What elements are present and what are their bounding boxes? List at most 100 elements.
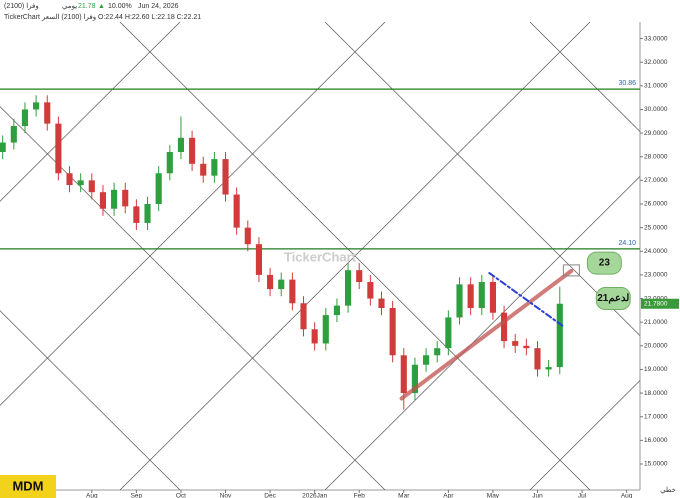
candle-body [21,109,29,126]
candle-body [33,102,40,110]
target-box [562,264,580,277]
candle-body [423,355,430,365]
candle-body [166,152,173,174]
candle-body [445,317,452,349]
y-tick-label: 23.0000 [644,272,668,279]
y-tick-label: 33.0000 [644,35,668,42]
candle-body [10,126,17,143]
x-tick-label: Oct [176,493,186,498]
callout [595,287,631,311]
badge-box [0,475,56,498]
trend-line [399,268,574,401]
candle-body [55,123,62,174]
header-period: يومي [62,3,77,10]
diagonal-guide [119,22,591,490]
candle-body [333,305,340,316]
x-tick-label: May [487,493,500,498]
header-symbol: وفرا (2100) [4,2,39,10]
candle-body [389,308,396,356]
callout [586,251,622,275]
diagonal-guide [529,22,640,133]
candle-body [456,284,463,318]
level-label: 24.10 [618,240,636,247]
y-tick-label: 30.0000 [644,106,668,113]
candle-body [345,270,352,306]
candle-body [278,279,285,290]
header-change: 10.00% [108,3,132,10]
header-change-arrow: ▲ [98,3,105,10]
candle-body [411,364,418,394]
candle-body [111,189,118,209]
candle-body [311,329,318,344]
candle-body [244,227,251,245]
y-tick-label: 20.0000 [644,343,668,350]
candle-body [177,137,185,152]
badge: MDM [12,478,43,493]
candle-body [200,163,207,176]
y-tick-label: 16.0000 [644,437,668,444]
candle-body [556,303,563,368]
header-ohlc: TickerChart وفرا (2100) السعر O:22.44 H:… [4,13,201,21]
candle-body [233,194,240,228]
x-tick-label: Aug [86,493,98,498]
x-tick-label: Dec [264,493,276,498]
candle-body [356,270,363,282]
diagonal-guide [324,175,640,490]
candle-body [523,345,530,349]
diagonal-guide [529,379,640,490]
candle-body [501,312,508,342]
header-date: Jun 24, 2026 [138,3,179,10]
candle-body [44,102,51,124]
y-tick-label: 17.0000 [644,413,668,420]
y-tick-label: 19.0000 [644,366,668,373]
candle-body [133,206,140,223]
x-tick-label: Jun [532,493,543,498]
candle-body [211,159,218,176]
y-tick-label: 24.0000 [644,248,668,255]
x-tick-label: Feb [354,493,366,498]
candle-body [0,142,6,152]
trend-line [488,272,564,327]
diagonal-guide [0,22,386,406]
y-tick-label: 18.0000 [644,390,668,397]
y-tick-label: 26.0000 [644,201,668,208]
candle-body [122,189,129,207]
candle-body [322,315,329,344]
watermark: TickerChart [284,249,357,264]
y-tick-label: 31.0000 [644,83,668,90]
callout-text: لدعم21 [597,293,629,304]
candle-body [155,173,162,204]
candle-body [545,367,552,370]
header-last: 21.78 [78,3,96,10]
x-tick-label: Aug [621,493,633,498]
candle-body [300,303,307,330]
candle-body [400,355,407,394]
candle-body [434,348,441,356]
level-label: 30.86 [618,80,636,87]
x-tick-label: Mar [398,493,410,498]
x-tick-label: Nov [220,493,232,498]
candle-body [367,282,374,299]
candle-body [512,341,519,346]
candle-body [489,282,496,313]
candle-body [189,137,196,164]
x-tick-label: Jul [578,493,587,498]
candle-body [255,244,263,275]
candle-body [99,192,107,209]
diagonal-guide [0,22,181,202]
last-price-label: 21.7800 [644,300,668,307]
candle-body [66,173,73,186]
candle-body [267,274,274,290]
y-tick-label: 28.0000 [644,153,668,160]
y-tick-label: 32.0000 [644,59,668,66]
y-tick-label: 25.0000 [644,224,668,231]
candle-body [289,279,296,304]
y-tick-label: 29.0000 [644,130,668,137]
y-tick-label: 27.0000 [644,177,668,184]
x-tick-label: 2026Jan [302,493,327,498]
candle-body [478,282,485,308]
diagonal-guide [0,310,181,490]
callout-text: 23 [599,258,611,269]
candle-body [222,159,229,195]
candle-body [534,348,541,370]
